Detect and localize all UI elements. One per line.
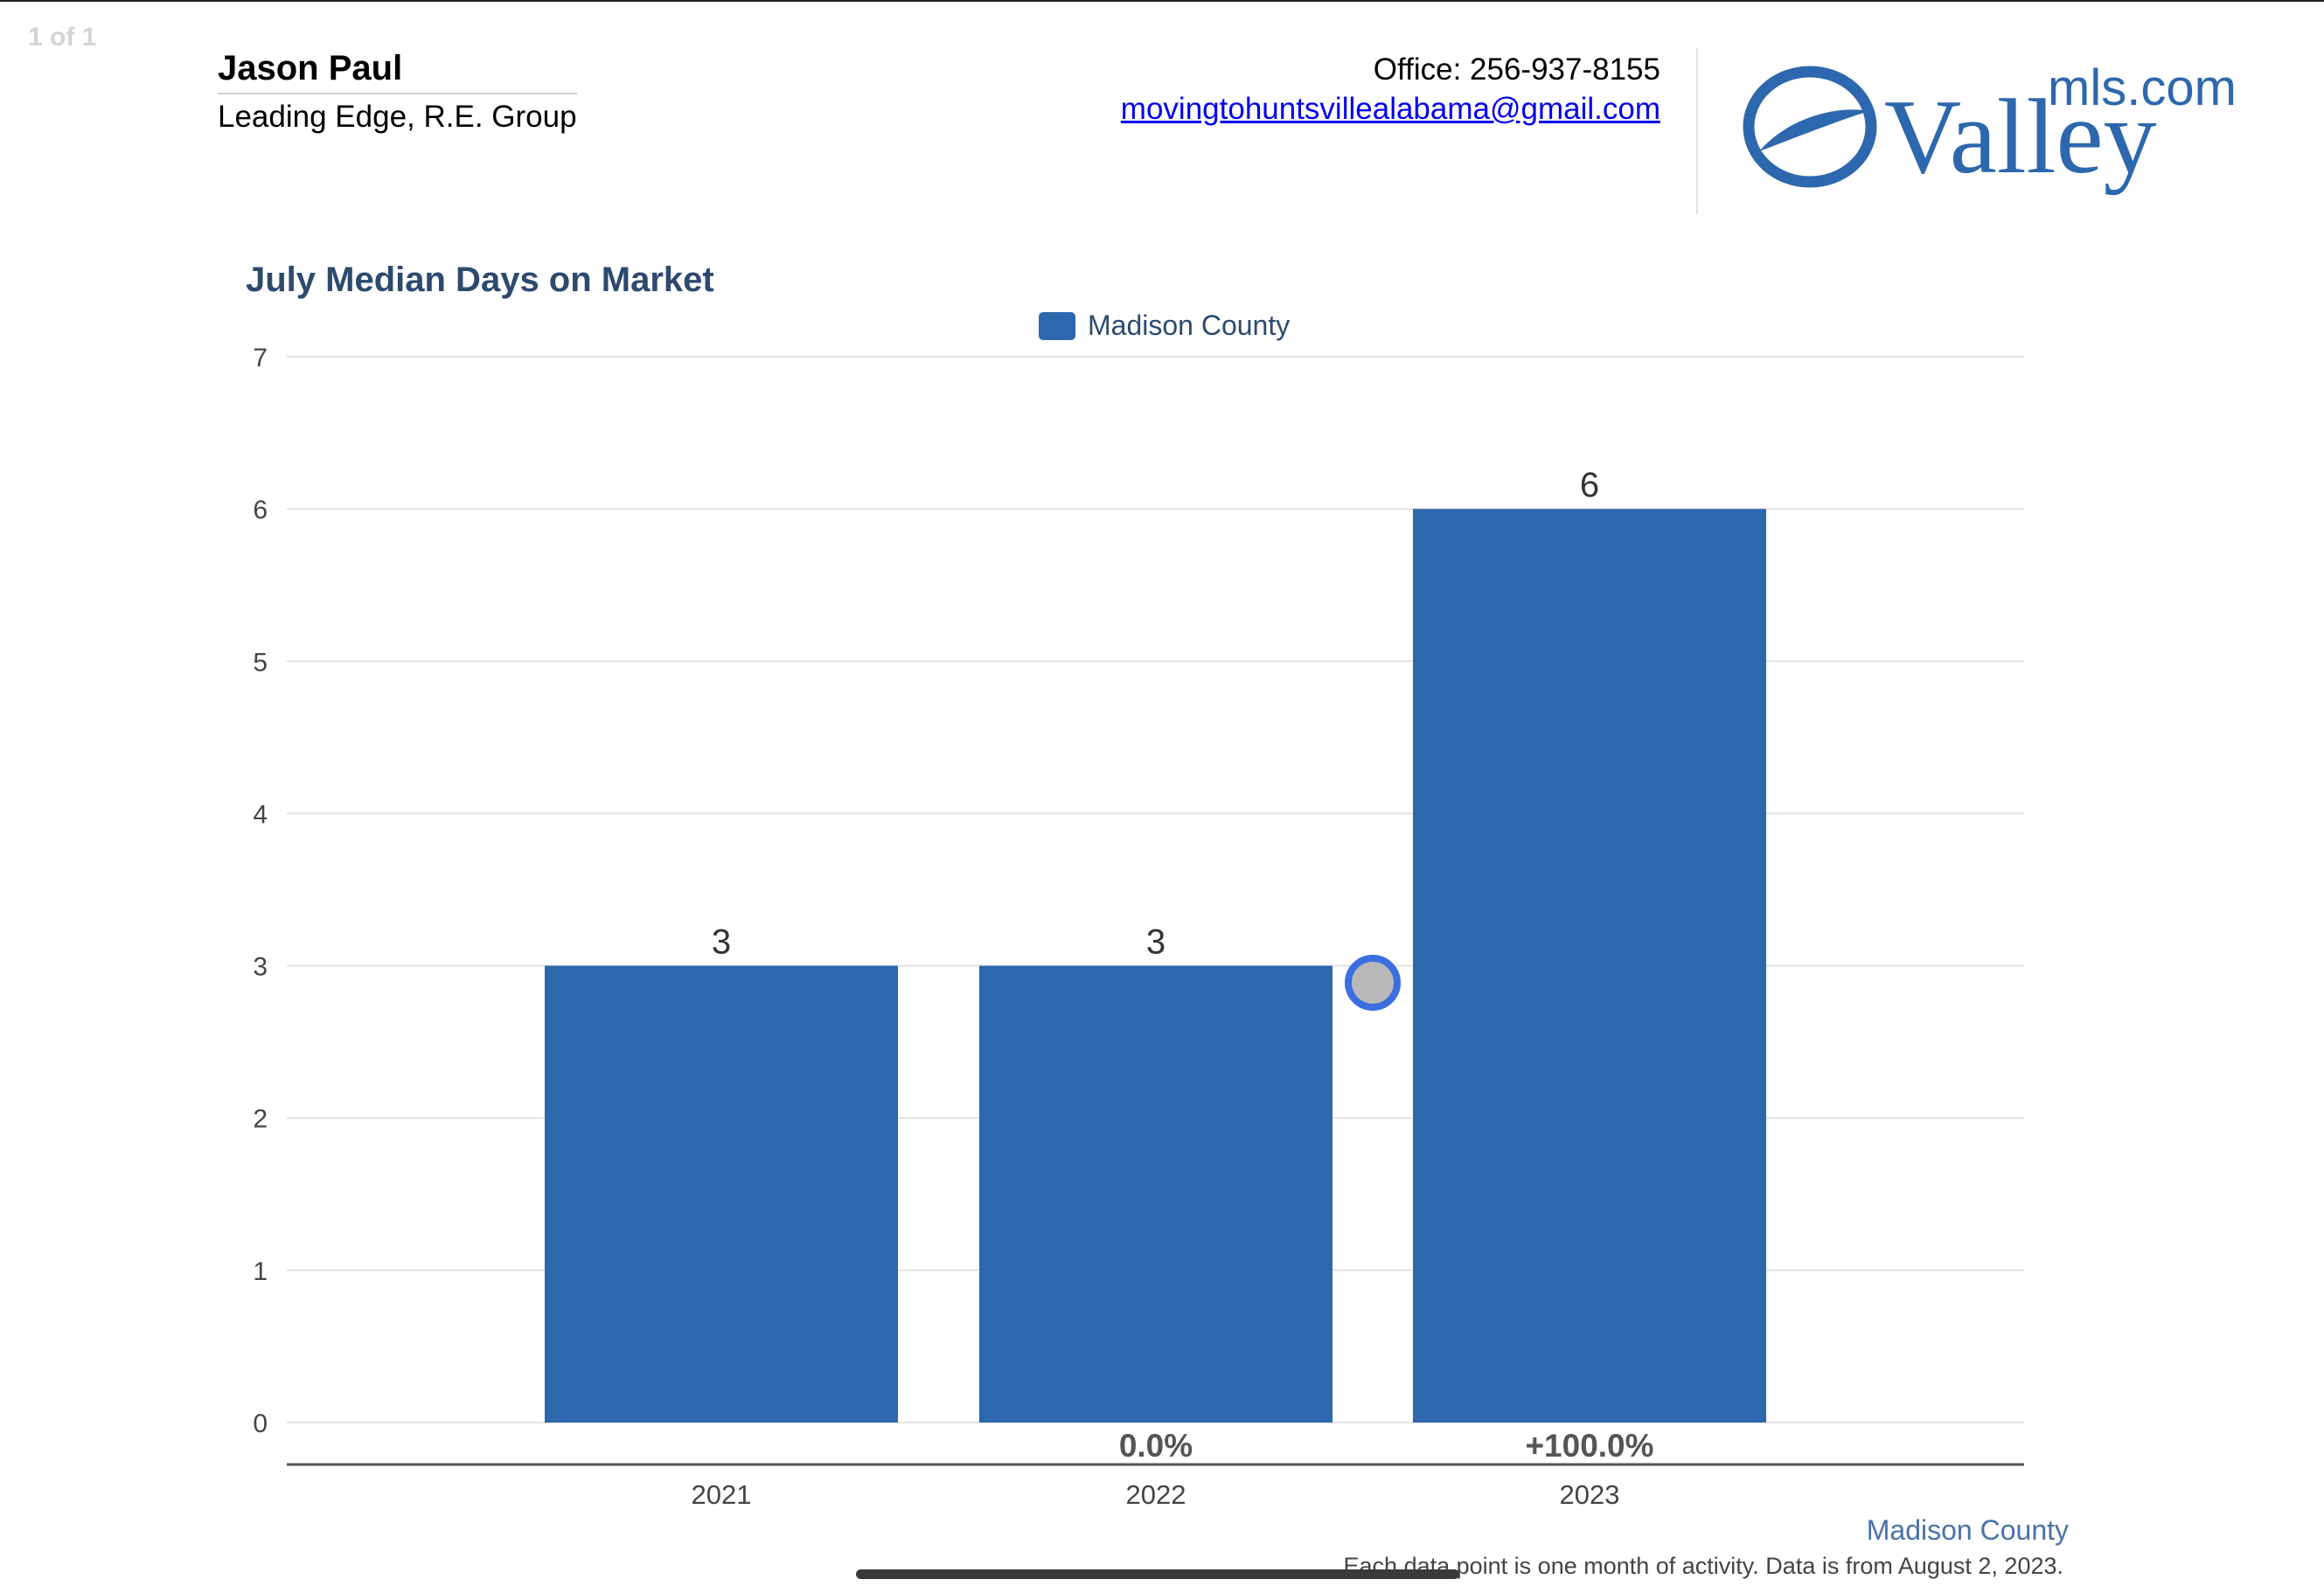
pointer-cursor-icon — [1345, 955, 1401, 1011]
logo-valley-word: Valley — [1884, 78, 2157, 196]
legend-label: Madison County — [1088, 310, 1291, 341]
y-tick-label: 6 — [253, 496, 268, 525]
email-link[interactable]: movingtohuntsvillealabama@gmail.com — [1120, 92, 1660, 126]
x-tick-label: 2021 — [692, 1479, 752, 1510]
chart-title: July Median Days on Market — [246, 261, 714, 299]
data-label: 3 — [1146, 923, 1165, 962]
logo-swoosh-icon — [1743, 66, 1877, 188]
page-indicator: 1 of 1 — [28, 23, 97, 52]
agent-name: Jason Paul — [218, 49, 403, 87]
x-tick-label: 2022 — [1126, 1479, 1186, 1510]
legend-swatch — [1039, 311, 1075, 340]
y-tick-label: 0 — [253, 1409, 268, 1438]
agent-company: Leading Edge, R.E. Group — [218, 100, 577, 134]
y-tick-label: 1 — [253, 1257, 268, 1286]
bar — [979, 965, 1332, 1423]
x-tick-label: 2023 — [1560, 1479, 1620, 1510]
logo-mls-suffix: mls.com — [2048, 59, 2237, 116]
region-label: Madison County — [1866, 1514, 2069, 1546]
header-divider — [1696, 48, 1698, 214]
bar — [545, 965, 898, 1423]
scroll-indicator[interactable] — [856, 1569, 1459, 1579]
agent-divider — [218, 93, 577, 94]
top-border — [0, 0, 2324, 2]
change-label: 0.0% — [1119, 1428, 1193, 1464]
change-label: +100.0% — [1525, 1428, 1653, 1464]
valleymls-logo: Valley mls.com — [1743, 59, 2237, 196]
y-tick-label: 2 — [253, 1105, 268, 1134]
y-tick-label: 5 — [253, 648, 268, 677]
office-phone: Office: 256-937-8155 — [1373, 52, 1660, 87]
y-tick-label: 3 — [253, 953, 268, 982]
y-tick-label: 7 — [253, 344, 268, 372]
bar — [1413, 509, 1766, 1423]
data-label: 6 — [1580, 466, 1599, 504]
data-label: 3 — [712, 923, 731, 962]
data-footnote: Each data point is one month of activity… — [1343, 1553, 2063, 1579]
y-tick-label: 4 — [253, 800, 268, 829]
chart-legend: Madison County — [1039, 310, 1290, 342]
